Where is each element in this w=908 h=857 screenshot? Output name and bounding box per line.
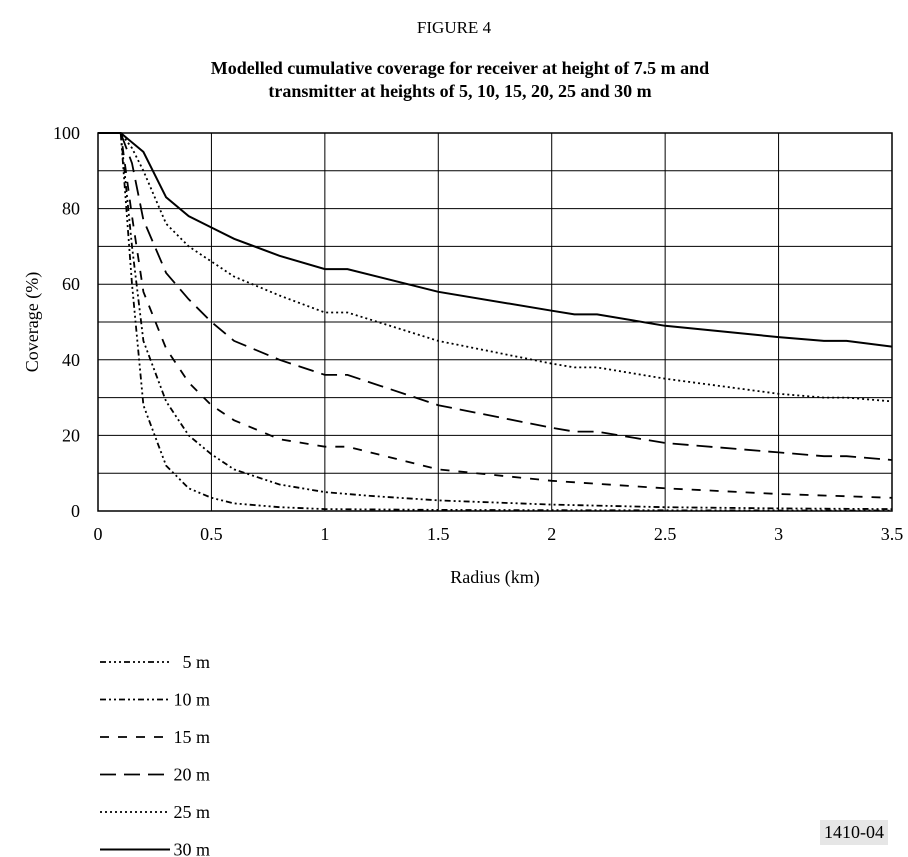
y-tick-label: 60 <box>62 274 80 294</box>
y-tick-label: 80 <box>62 199 80 219</box>
y-tick-label: 40 <box>62 350 80 370</box>
legend: 5 m 10 m 15 m 20 m 25 m 30 m <box>100 652 210 857</box>
x-tick-label: 0.5 <box>200 524 223 544</box>
y-axis-label: Coverage (%) <box>22 272 43 372</box>
y-tick-label: 0 <box>71 501 80 521</box>
legend-label: 20 m <box>173 765 210 785</box>
y-tick-label: 20 <box>62 425 80 445</box>
series-line-5m <box>98 132 893 512</box>
series-line-15m <box>98 132 893 499</box>
x-tick-label: 3.5 <box>881 524 904 544</box>
x-tick-label: 3 <box>774 524 783 544</box>
x-tick-label: 1.5 <box>427 524 450 544</box>
series-line-25m <box>98 132 893 403</box>
x-tick-label: 1 <box>320 524 329 544</box>
legend-label: 5 m <box>182 652 210 672</box>
series-line-30m <box>98 132 893 348</box>
series-line-10m <box>98 132 893 510</box>
legend-label: 30 m <box>173 840 210 857</box>
chart-title-line-1: Modelled cumulative coverage for receive… <box>210 58 710 78</box>
plot-frame <box>97 132 893 512</box>
legend-label: 25 m <box>173 802 210 822</box>
x-axis-label: Radius (km) <box>450 567 540 588</box>
series-line-20m <box>98 132 893 461</box>
chart-title-line-2: transmitter at heights of 5, 10, 15, 20,… <box>268 81 652 101</box>
legend-label: 10 m <box>173 690 210 710</box>
y-tick-label: 100 <box>53 123 80 143</box>
figure-code: 1410-04 <box>820 820 888 845</box>
x-tick-label: 2 <box>547 524 556 544</box>
x-tick-label: 2.5 <box>654 524 677 544</box>
legend-label: 15 m <box>173 727 210 747</box>
grid-lines <box>97 132 893 512</box>
x-tick-label: 0 <box>94 524 103 544</box>
figure-label: FIGURE 4 <box>416 18 492 37</box>
